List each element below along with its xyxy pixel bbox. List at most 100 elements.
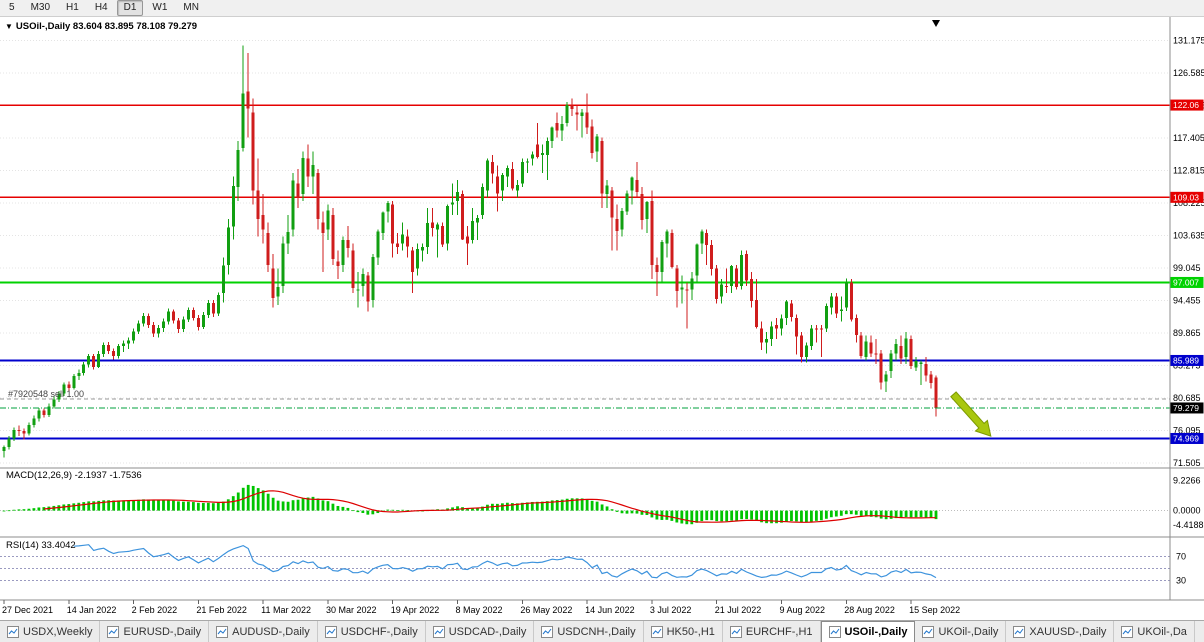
svg-text:85.989: 85.989 xyxy=(1173,355,1199,365)
macd-indicator-label: MACD(12,26,9) -2.1937 -1.7536 xyxy=(6,470,142,481)
chart-tab-label: AUDUSD-,Daily xyxy=(232,625,310,638)
svg-text:97.007: 97.007 xyxy=(1173,277,1199,287)
chart-tab-icon xyxy=(432,625,445,638)
candlesticks xyxy=(2,45,938,458)
chart-tab-eurusd-daily[interactable]: EURUSD-,Daily xyxy=(100,621,210,642)
chart-tab-icon xyxy=(541,625,554,638)
open-order-label[interactable]: #7920548 sell 1.00 xyxy=(8,389,85,399)
svg-text:117.405: 117.405 xyxy=(1173,133,1204,143)
chart-tab-icon xyxy=(828,626,841,638)
chart-tabs-bar: USDX,Weekly EURUSD-,Daily AUDUSD-,Daily USD… xyxy=(0,620,1204,642)
svg-text:2 Feb 2022: 2 Feb 2022 xyxy=(132,605,178,615)
svg-text:109.03: 109.03 xyxy=(1173,192,1199,202)
svg-text:28 Aug 2022: 28 Aug 2022 xyxy=(844,605,895,615)
svg-text:3 Jul 2022: 3 Jul 2022 xyxy=(650,605,692,615)
svg-text:27 Dec 2021: 27 Dec 2021 xyxy=(2,605,53,615)
svg-text:126.585: 126.585 xyxy=(1173,68,1204,78)
chart-shift-marker[interactable] xyxy=(932,20,940,27)
chart-tab-label: USDX,Weekly xyxy=(23,625,93,638)
chart-tab-icon xyxy=(324,625,337,638)
svg-text:14 Jan 2022: 14 Jan 2022 xyxy=(67,605,117,615)
timeframe-button-w1[interactable]: W1 xyxy=(152,2,168,13)
rsi-level-lines: 70 30 xyxy=(0,552,1186,585)
svg-text:80.685: 80.685 xyxy=(1173,393,1201,403)
svg-text:108.225: 108.225 xyxy=(1173,198,1204,208)
chart-tab-xauusd-daily[interactable]: XAUUSD-,Daily xyxy=(1006,621,1115,642)
macd-signal-line xyxy=(43,490,936,523)
chart-tab-usdcad-daily[interactable]: USDCAD-,Daily xyxy=(426,621,535,642)
axis-price-tags: 122.06 109.03 97.007 85.989 74.969 79.279 xyxy=(1170,99,1204,444)
timeframe-button-mn[interactable]: MN xyxy=(183,2,199,13)
svg-text:8 May 2022: 8 May 2022 xyxy=(456,605,503,615)
chart-tab-label: EURUSD-,Daily xyxy=(123,625,202,638)
timeframe-button-h4[interactable]: H4 xyxy=(94,2,108,13)
svg-text:89.865: 89.865 xyxy=(1173,328,1201,338)
timeframe-button-d1[interactable]: D1 xyxy=(116,0,144,16)
chart-tab-icon xyxy=(729,625,742,638)
chart-tab-usoil-daily[interactable]: USOil-,Daily xyxy=(820,621,916,642)
chart-tab-label: USDCNH-,Daily xyxy=(557,625,636,638)
svg-text:14 Jun 2022: 14 Jun 2022 xyxy=(585,605,635,615)
svg-text:99.045: 99.045 xyxy=(1173,263,1201,273)
svg-text:11 Mar 2022: 11 Mar 2022 xyxy=(261,605,311,615)
down-arrow-annotation[interactable] xyxy=(950,391,992,437)
chart-tab-icon xyxy=(922,625,935,638)
svg-text:76.095: 76.095 xyxy=(1173,426,1201,436)
svg-text:21 Jul 2022: 21 Jul 2022 xyxy=(715,605,762,615)
rsi-line xyxy=(73,544,937,579)
chart-tab-icon xyxy=(107,625,120,638)
rsi-indicator-label: RSI(14) 33.4042 xyxy=(6,540,76,551)
chart-tab-audusd-daily[interactable]: AUDUSD-,Daily xyxy=(209,621,318,642)
chart-tab-icon xyxy=(216,625,229,638)
chart-tab-ukoil-da[interactable]: UKOil-,Da xyxy=(1114,621,1195,642)
svg-text:103.635: 103.635 xyxy=(1173,231,1204,241)
chart-tab-label: USDCAD-,Daily xyxy=(448,625,527,638)
chart-tab-eurchf-h1[interactable]: EURCHF-,H1 xyxy=(723,621,821,642)
chart-dropdown-icon[interactable]: ▼ xyxy=(5,22,13,31)
svg-text:94.455: 94.455 xyxy=(1173,296,1201,306)
chart-tab-usdchf-daily[interactable]: USDCHF-,Daily xyxy=(318,621,426,642)
chart-tab-label: XAUUSD-,Daily xyxy=(1029,625,1107,638)
timeframe-toolbar: 5 M30 H1 H4 D1 W1 MN xyxy=(0,0,1204,17)
chart-tab-label: EURCHF-,H1 xyxy=(745,625,813,638)
svg-text:9.2266: 9.2266 xyxy=(1173,476,1201,486)
svg-text:19 Apr 2022: 19 Apr 2022 xyxy=(391,605,440,615)
svg-text:74.969: 74.969 xyxy=(1173,433,1199,443)
svg-text:122.06: 122.06 xyxy=(1173,100,1199,110)
svg-text:30 Mar 2022: 30 Mar 2022 xyxy=(326,605,377,615)
svg-text:-4.4188: -4.4188 xyxy=(1173,520,1204,530)
date-axis: 27 Dec 2021 14 Jan 2022 2 Feb 2022 21 Feb 2… xyxy=(2,600,960,615)
price-chart[interactable]: 131.175126.585121.995117.405112.815108.2… xyxy=(0,17,1204,620)
timeframe-button-h1[interactable]: H1 xyxy=(66,2,79,13)
chart-tab-icon xyxy=(1013,625,1026,638)
chart-tab-label: HK50-,H1 xyxy=(666,625,715,638)
chart-area[interactable]: 131.175126.585121.995117.405112.815108.2… xyxy=(0,17,1204,620)
svg-text:26 May 2022: 26 May 2022 xyxy=(520,605,572,615)
svg-text:79.279: 79.279 xyxy=(1173,403,1199,413)
chart-title-text: USOil-,Daily 83.604 83.895 78.108 79.279 xyxy=(15,21,198,32)
chart-tab-ukoil-daily[interactable]: UKOil-,Daily xyxy=(915,621,1007,642)
svg-text:70: 70 xyxy=(1176,552,1186,562)
chart-tab-label: USOil-,Daily xyxy=(844,626,908,638)
chart-tab-icon xyxy=(7,625,19,638)
chart-tab-label: UKOil-,Da xyxy=(1137,625,1187,638)
svg-text:112.815: 112.815 xyxy=(1173,166,1204,176)
svg-text:131.175: 131.175 xyxy=(1173,36,1204,46)
svg-text:9 Aug 2022: 9 Aug 2022 xyxy=(779,605,825,615)
svg-text:71.505: 71.505 xyxy=(1173,458,1201,468)
horizontal-level-lines[interactable] xyxy=(0,104,1170,440)
chart-symbol-title: ▼ USOil-,Daily 83.604 83.895 78.108 79.27… xyxy=(5,21,197,32)
timeframe-button-m30[interactable]: M30 xyxy=(30,2,51,13)
chart-tab-hk50-h1[interactable]: HK50-,H1 xyxy=(644,621,723,642)
svg-text:30: 30 xyxy=(1176,575,1186,585)
svg-text:21 Feb 2022: 21 Feb 2022 xyxy=(196,605,247,615)
timeframe-button-5[interactable]: 5 xyxy=(9,2,15,13)
svg-text:15 Sep 2022: 15 Sep 2022 xyxy=(909,605,960,615)
chart-tab-label: UKOil-,Daily xyxy=(938,625,999,638)
macd-axis-labels: 9.2266 0.0000 -4.4188 xyxy=(1173,476,1204,530)
chart-tab-usdcnh-daily[interactable]: USDCNH-,Daily xyxy=(534,621,644,642)
chart-tab-label: USDCHF-,Daily xyxy=(340,625,418,638)
chart-tab-usdx-weekly[interactable]: USDX,Weekly xyxy=(0,621,101,642)
svg-text:0.0000: 0.0000 xyxy=(1173,506,1201,516)
chart-tab-icon xyxy=(1121,625,1134,638)
